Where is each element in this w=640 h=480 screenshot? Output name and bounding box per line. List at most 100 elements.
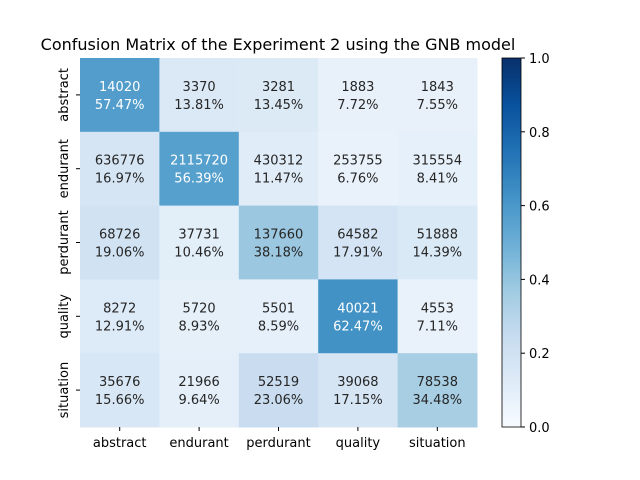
cell-count-label: 5720 (183, 301, 216, 316)
cell-percent-label: 6.76% (337, 172, 378, 187)
heatmap-cell (159, 58, 240, 133)
x-tick-label: situation (409, 436, 466, 451)
cell-percent-label: 62.47% (333, 319, 383, 334)
cell-labels: 14020 57.47% 3370 13.81% 3281 13.45% 1883 7.72%… (95, 80, 462, 408)
cell-count-label: 68726 (99, 228, 140, 243)
cell-percent-label: 11.47% (254, 172, 304, 187)
heatmap-cell (318, 205, 399, 280)
heatmap-cell (238, 58, 319, 133)
heatmap-cell (159, 279, 240, 354)
heatmap-cell (159, 205, 240, 280)
cell-percent-label: 19.06% (95, 246, 145, 261)
colorbar-tick-label: 1.0 (529, 52, 550, 67)
cell-percent-label: 7.11% (417, 319, 458, 334)
cell-count-label: 78538 (417, 375, 458, 390)
heatmap-cell (80, 205, 160, 280)
heatmap-cells (80, 58, 478, 428)
cell-percent-label: 13.81% (174, 98, 224, 113)
cell-count-label: 1883 (341, 80, 374, 95)
cell-percent-label: 7.55% (417, 98, 458, 113)
cell-count-label: 1843 (421, 80, 454, 95)
colorbar-tick-label: 0.4 (529, 273, 550, 288)
x-tick-label: quality (336, 436, 381, 451)
x-tick-label: abstract (93, 436, 147, 451)
colorbar-tick-label: 0.8 (529, 126, 550, 141)
heatmap-cell (159, 353, 240, 428)
x-tick-label: perdurant (246, 436, 311, 451)
cell-count-label: 4553 (421, 301, 454, 316)
cell-percent-label: 17.91% (333, 246, 383, 261)
heatmap-cell (318, 58, 399, 133)
y-tick-label: abstract (57, 68, 72, 122)
chart-title: Confusion Matrix of the Experiment 2 usi… (41, 35, 516, 54)
cell-percent-label: 34.48% (413, 393, 463, 408)
cell-percent-label: 14.39% (413, 246, 463, 261)
cell-count-label: 37731 (178, 228, 219, 243)
heatmap-cell (238, 131, 319, 207)
y-axis: abstract endurant perdurant quality situatio… (57, 68, 80, 418)
cell-count-label: 636776 (95, 154, 145, 169)
cell-percent-label: 9.64% (178, 393, 219, 408)
cell-percent-label: 56.39% (174, 172, 224, 187)
cell-percent-label: 8.93% (178, 319, 219, 334)
heatmap-cell (397, 58, 478, 133)
colorbar-tick-label: 0.0 (529, 421, 550, 436)
cell-percent-label: 38.18% (254, 246, 304, 261)
colorbar-gradient (502, 58, 521, 427)
heatmap-cell (238, 205, 319, 280)
cell-percent-label: 16.97% (95, 172, 145, 187)
cell-count-label: 5501 (262, 301, 295, 316)
x-axis: abstract endurant perdurant quality situatio… (93, 427, 466, 451)
cell-count-label: 14020 (99, 80, 140, 95)
colorbar-frame (501, 57, 522, 428)
heatmap-cell (80, 279, 160, 354)
y-tick-label: quality (57, 294, 72, 339)
x-tick-label: endurant (169, 436, 228, 451)
cell-count-label: 315554 (412, 154, 462, 169)
cell-count-label: 21966 (178, 375, 219, 390)
cell-count-label: 51888 (417, 228, 458, 243)
cell-percent-label: 8.41% (417, 172, 458, 187)
heatmap-cell (318, 353, 399, 428)
cell-count-label: 3370 (183, 80, 216, 95)
heatmap-cell (397, 131, 478, 207)
colorbar-tick-label: 0.2 (529, 347, 550, 362)
cell-percent-label: 57.47% (95, 98, 145, 113)
heatmap-cell (238, 353, 319, 428)
heatmap-cell (80, 131, 160, 207)
cell-percent-label: 10.46% (174, 246, 224, 261)
cell-count-label: 40021 (337, 301, 378, 316)
heatmap-cell (159, 131, 240, 207)
cell-count-label: 39068 (337, 375, 378, 390)
cell-percent-label: 15.66% (95, 393, 145, 408)
cell-count-label: 2115720 (170, 154, 228, 169)
y-tick-label: perdurant (57, 210, 72, 275)
cell-percent-label: 7.72% (337, 98, 378, 113)
heatmap-cell (397, 205, 478, 280)
y-tick-label: endurant (57, 139, 72, 198)
cell-percent-label: 12.91% (95, 319, 145, 334)
cell-count-label: 137660 (254, 228, 304, 243)
heatmap-cell (80, 58, 160, 133)
colorbar: 0.0 0.2 0.4 0.6 0.8 1.0 (501, 52, 550, 436)
colorbar-tick-label: 0.6 (529, 200, 550, 215)
heatmap-cell (397, 279, 478, 354)
cell-count-label: 8272 (103, 301, 136, 316)
heatmap-cell (80, 353, 160, 428)
cell-percent-label: 17.15% (333, 393, 383, 408)
cell-percent-label: 23.06% (254, 393, 304, 408)
cell-count-label: 35676 (99, 375, 140, 390)
heatmap-cell (318, 279, 399, 354)
heatmap-cell (318, 131, 399, 207)
y-tick-label: situation (57, 362, 72, 419)
heatmap-cell (238, 279, 319, 354)
cell-count-label: 430312 (254, 154, 304, 169)
cell-count-label: 3281 (262, 80, 295, 95)
cell-count-label: 64582 (337, 228, 378, 243)
cell-percent-label: 8.59% (258, 319, 299, 334)
cell-percent-label: 13.45% (254, 98, 304, 113)
cell-count-label: 253755 (333, 154, 383, 169)
cell-count-label: 52519 (258, 375, 299, 390)
heatmap-cell (397, 353, 478, 428)
